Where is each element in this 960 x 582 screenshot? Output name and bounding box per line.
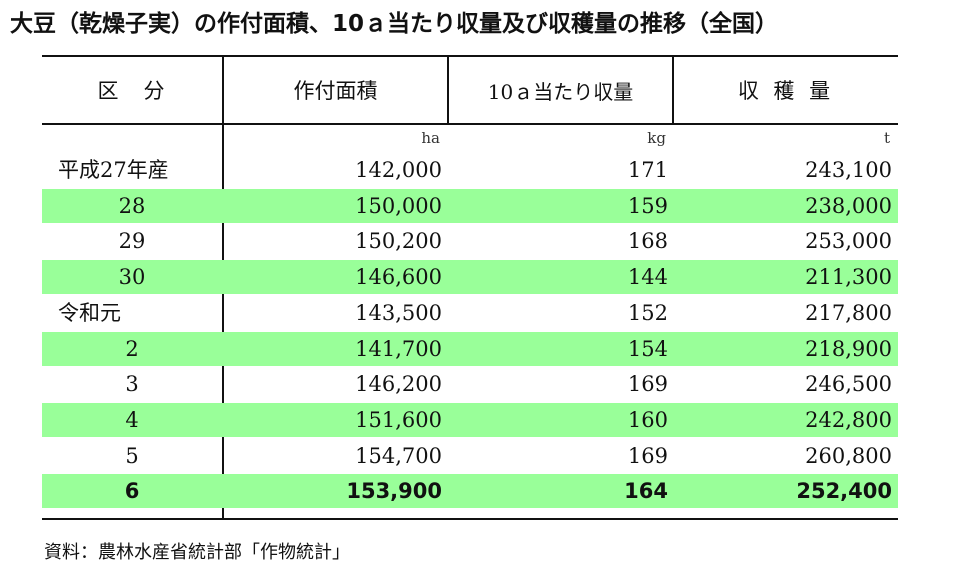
row-highlight — [42, 474, 898, 509]
header-yield-per-10a: 10ａ当たり収量 — [487, 79, 634, 104]
cell-yield: 160 — [627, 407, 668, 432]
cell-harvest: 260,800 — [805, 443, 892, 468]
cell-harvest: 243,100 — [805, 158, 892, 182]
source-note: 資料：農林水産省統計部「作物統計」 — [44, 542, 350, 563]
cell-planted-area: 150,000 — [355, 193, 442, 218]
cell-yield: 169 — [627, 372, 668, 397]
table-title: 大豆（乾燥子実）の作付面積、10ａ当たり収量及び収穫量の推移（全国） — [10, 11, 779, 37]
cell-yield: 171 — [627, 158, 668, 182]
cell-planted-area: 153,900 — [346, 479, 442, 504]
table-row: 28 150,000 159 238,000 — [42, 188, 898, 223]
cell-harvest: 238,000 — [805, 193, 892, 218]
cell-harvest: 252,400 — [796, 479, 892, 504]
unit-harvest: t — [883, 129, 890, 147]
row-label: 4 — [125, 407, 139, 432]
header-category: 区 分 — [97, 79, 167, 103]
row-label: 5 — [125, 443, 139, 468]
cell-yield: 168 — [627, 229, 668, 254]
header-harvest: 収 穫 量 — [737, 79, 835, 103]
row-label: 令和元 — [58, 300, 121, 325]
cell-planted-area: 146,600 — [355, 265, 442, 290]
cell-planted-area: 146,200 — [355, 372, 442, 397]
cell-planted-area: 142,000 — [355, 158, 442, 182]
cell-yield: 152 — [627, 300, 668, 325]
top-rule — [42, 55, 898, 57]
table-row: 30 146,600 144 211,300 — [42, 260, 898, 295]
header-rule — [42, 123, 898, 125]
column-divider — [447, 55, 449, 125]
table-row: 平成27年産 142,000 171 243,100 — [42, 153, 898, 187]
table-row: 4 151,600 160 242,800 — [42, 402, 898, 437]
row-label: 6 — [124, 479, 140, 504]
cell-yield: 164 — [624, 479, 668, 504]
table-row: 令和元 143,500 152 217,800 — [42, 296, 898, 330]
statistics-table: 区 分 作付面積 10ａ当たり収量 収 穫 量 ha kg t 平成27年産 14… — [42, 55, 898, 520]
row-label: 30 — [118, 265, 146, 290]
cell-yield: 154 — [627, 336, 668, 361]
cell-yield: 159 — [627, 193, 668, 218]
unit-area: ha — [421, 129, 440, 147]
column-divider — [672, 55, 674, 125]
cell-harvest: 242,800 — [805, 407, 892, 432]
row-label: 平成27年産 — [58, 158, 169, 182]
row-highlight — [42, 188, 898, 223]
row-highlight — [42, 260, 898, 295]
cell-harvest: 211,300 — [805, 265, 892, 290]
row-label: 2 — [125, 336, 139, 361]
row-label: 28 — [118, 193, 146, 218]
cell-planted-area: 154,700 — [355, 443, 442, 468]
cell-harvest: 253,000 — [805, 229, 892, 254]
cell-planted-area: 141,700 — [355, 336, 442, 361]
cell-yield: 144 — [627, 265, 668, 290]
cell-harvest: 217,800 — [805, 300, 892, 325]
cell-planted-area: 151,600 — [355, 407, 442, 432]
cell-planted-area: 150,200 — [355, 229, 442, 254]
bottom-rule — [42, 518, 898, 520]
cell-harvest: 246,500 — [805, 372, 892, 397]
row-highlight — [42, 402, 898, 437]
table-row: 2 141,700 154 218,900 — [42, 331, 898, 366]
cell-harvest: 218,900 — [805, 336, 892, 361]
table-row: 3 146,200 169 246,500 — [42, 367, 898, 401]
table-row: 6 153,900 164 252,400 — [42, 474, 898, 509]
unit-yield: kg — [647, 129, 666, 147]
table-row: 5 154,700 169 260,800 — [42, 439, 898, 473]
table-row: 29 150,200 168 253,000 — [42, 224, 898, 258]
row-label: 3 — [125, 372, 139, 397]
row-highlight — [42, 331, 898, 366]
row-label: 29 — [118, 229, 146, 254]
cell-yield: 169 — [627, 443, 668, 468]
cell-planted-area: 143,500 — [355, 300, 442, 325]
units-row: ha kg t — [42, 129, 898, 151]
header-planted-area: 作付面積 — [293, 79, 378, 103]
